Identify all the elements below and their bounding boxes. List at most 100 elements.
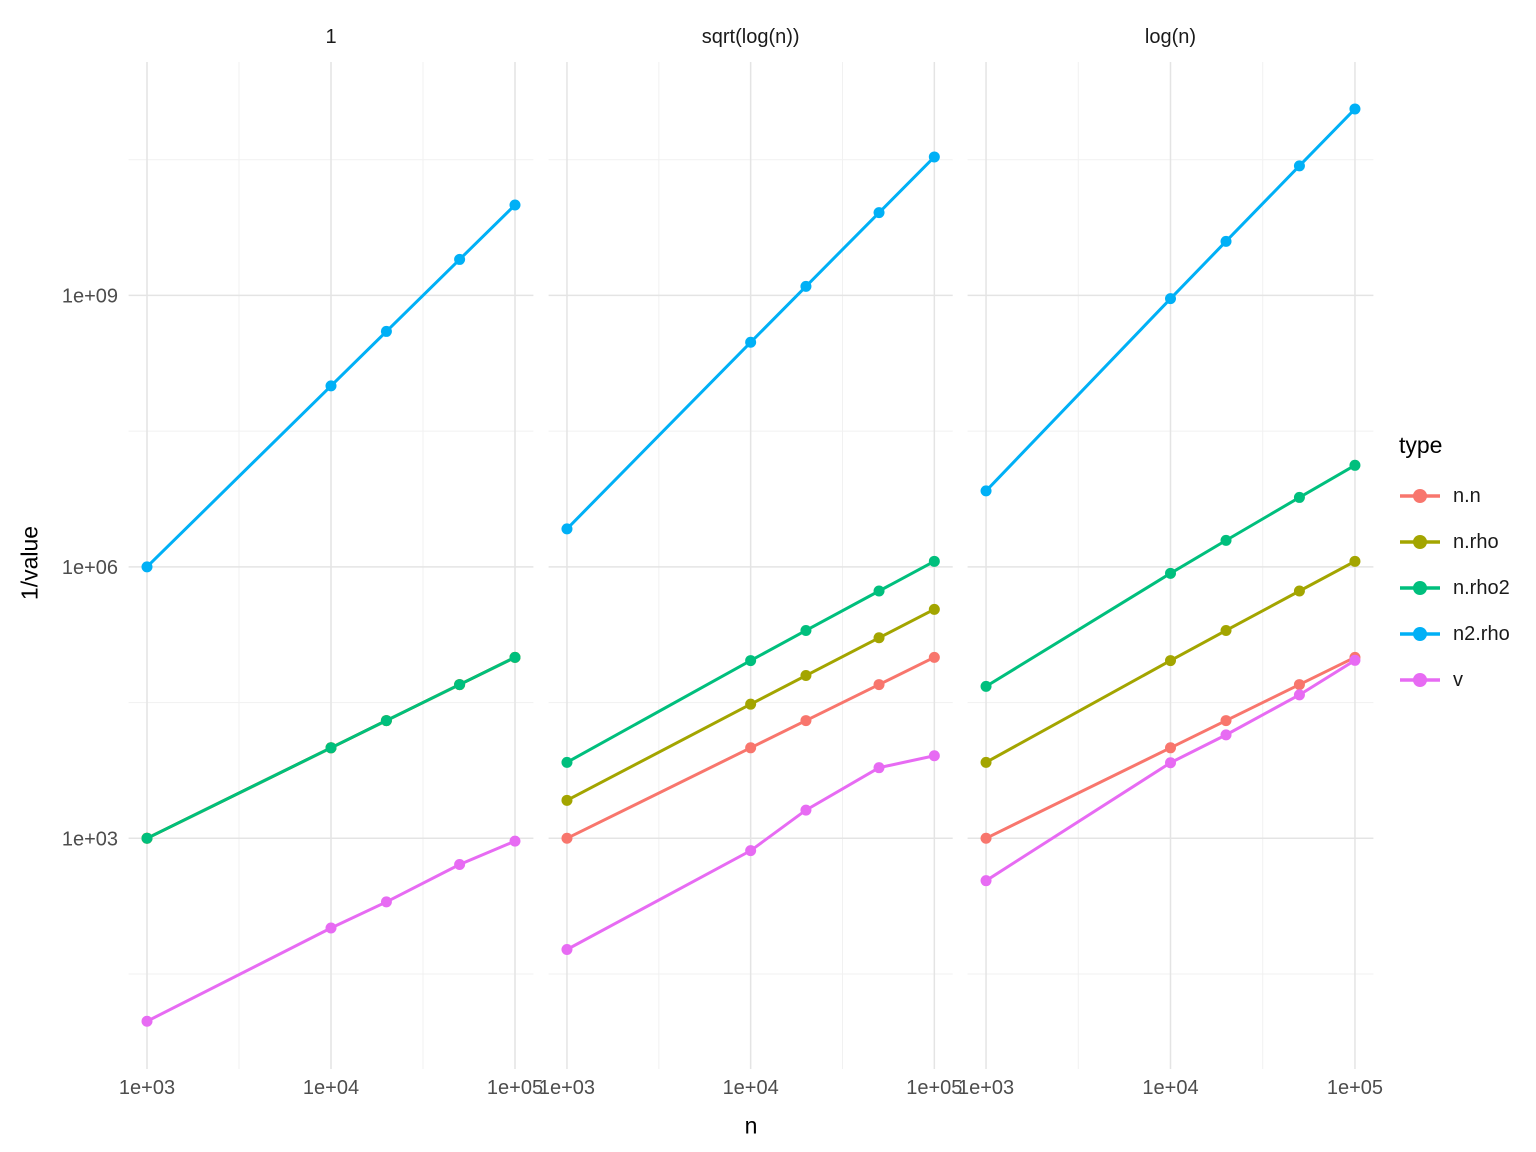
data-point-n.n <box>1293 679 1305 691</box>
panel-0: 1 1e+03 1e+04 1e+05 <box>119 26 543 1099</box>
strip-label-1: sqrt(log(n)) <box>702 26 800 48</box>
data-point-n.rho <box>873 632 885 644</box>
data-point-n2.rho <box>454 253 466 265</box>
x-axis-title: n <box>744 1112 758 1139</box>
data-point-n.rho <box>800 670 812 682</box>
data-point-n.rho2 <box>1293 491 1305 503</box>
x-tick-label: 1e+03 <box>119 1077 175 1099</box>
strip-label-0: 1 <box>325 26 336 48</box>
legend-item-n.rho: n.rho <box>1399 519 1510 565</box>
data-point-v <box>1165 757 1176 769</box>
series-v-panel-2 <box>980 654 1361 887</box>
data-point-n2.rho <box>1349 103 1361 115</box>
data-point-n.rho2 <box>454 679 466 691</box>
series-n.rho2-panel-0 <box>141 651 521 844</box>
data-point-n.rho2 <box>380 715 392 727</box>
data-point-n2.rho <box>509 199 521 211</box>
legend-item-label: n2.rho <box>1453 622 1510 645</box>
series-n.rho-panel-1 <box>561 603 940 806</box>
legend-item-label: n.rho <box>1453 530 1499 553</box>
x-tick-label: 1e+05 <box>487 1077 543 1099</box>
data-point-n2.rho <box>1293 160 1305 172</box>
legend-item-label: n.rho2 <box>1453 576 1510 599</box>
data-point-n.rho <box>745 698 757 710</box>
x-tick-label: 1e+04 <box>1142 1077 1198 1099</box>
data-point-n.rho <box>1349 555 1361 567</box>
data-point-n2.rho <box>380 325 392 337</box>
data-point-n.rho2 <box>745 655 757 667</box>
data-point-n.rho2 <box>980 680 992 692</box>
x-tick-label: 1e+03 <box>539 1077 595 1099</box>
legend-item-n.rho2: n.rho2 <box>1399 565 1510 611</box>
data-point-n2.rho <box>1220 235 1232 247</box>
data-point-n2.rho <box>561 523 573 535</box>
x-tick-label: 1e+04 <box>303 1077 359 1099</box>
data-point-v <box>1349 654 1361 666</box>
data-point-v <box>325 922 337 934</box>
data-point-n.rho2 <box>561 756 573 768</box>
data-point-n2.rho <box>141 561 153 573</box>
data-point-n2.rho <box>800 280 812 292</box>
x-tick-label: 1e+04 <box>723 1077 779 1099</box>
data-point-n.rho2 <box>928 555 940 567</box>
data-point-n.n <box>980 832 992 844</box>
data-point-n.n <box>800 715 812 727</box>
series-n.rho-panel-2 <box>980 555 1361 768</box>
data-point-v <box>561 943 573 955</box>
data-point-v <box>980 875 992 887</box>
legend-key-icon <box>1400 489 1440 503</box>
data-point-v <box>454 859 466 871</box>
panel-2: log(n) 1e+03 1e+04 1e+05 <box>958 26 1383 1099</box>
data-point-n.rho2 <box>873 585 885 597</box>
data-point-n.rho2 <box>1220 534 1232 546</box>
data-point-n.rho2 <box>325 742 337 754</box>
data-point-n.rho <box>1293 585 1305 597</box>
data-point-n2.rho <box>325 380 337 392</box>
data-point-n.rho <box>980 756 992 768</box>
data-point-v <box>928 750 940 762</box>
data-point-n2.rho <box>873 207 885 219</box>
data-point-n.rho <box>928 603 940 615</box>
legend: type n.n n.rho n.rho2 n2.rho v <box>1399 432 1510 703</box>
data-point-n.rho2 <box>1165 567 1176 579</box>
legend-item-v: v <box>1399 657 1510 703</box>
data-point-n.rho2 <box>141 832 153 844</box>
y-axis-title: 1/value <box>16 525 43 601</box>
data-point-n.rho <box>1165 655 1176 667</box>
data-point-n.rho2 <box>1349 459 1361 471</box>
legend-item-n2.rho: n2.rho <box>1399 611 1510 657</box>
data-point-n.n <box>1165 742 1176 754</box>
x-tick-label: 1e+05 <box>1327 1077 1383 1099</box>
data-point-n.n <box>873 679 885 691</box>
data-point-n.rho <box>1220 624 1232 636</box>
data-point-v <box>745 845 757 857</box>
series-v-panel-1 <box>561 750 940 955</box>
series-n2.rho-panel-1 <box>561 151 940 535</box>
data-point-v <box>873 762 885 774</box>
x-tick-label: 1e+05 <box>906 1077 962 1099</box>
data-point-v <box>509 835 521 847</box>
data-point-n.n <box>928 651 940 663</box>
x-tick-label: 1e+03 <box>958 1077 1014 1099</box>
legend-key-icon <box>1400 581 1440 595</box>
data-point-v <box>800 804 812 816</box>
data-point-v <box>1293 689 1305 701</box>
legend-item-label: v <box>1453 668 1463 691</box>
series-n2.rho-panel-0 <box>141 199 521 573</box>
data-point-n2.rho <box>928 151 940 163</box>
legend-item-label: n.n <box>1453 484 1481 507</box>
y-tick-label: 1e+03 <box>62 828 118 850</box>
series-v-panel-0 <box>141 835 521 1027</box>
y-tick-label: 1e+06 <box>62 557 118 579</box>
legend-item-n.n: n.n <box>1399 473 1510 519</box>
data-point-n.n <box>745 742 757 754</box>
legend-key-icon <box>1400 673 1440 687</box>
data-point-n.rho <box>561 794 573 806</box>
legend-title: type <box>1399 432 1443 458</box>
data-point-v <box>141 1015 153 1027</box>
data-point-v <box>380 896 392 908</box>
strip-label-2: log(n) <box>1145 26 1196 48</box>
data-point-n2.rho <box>745 336 757 348</box>
